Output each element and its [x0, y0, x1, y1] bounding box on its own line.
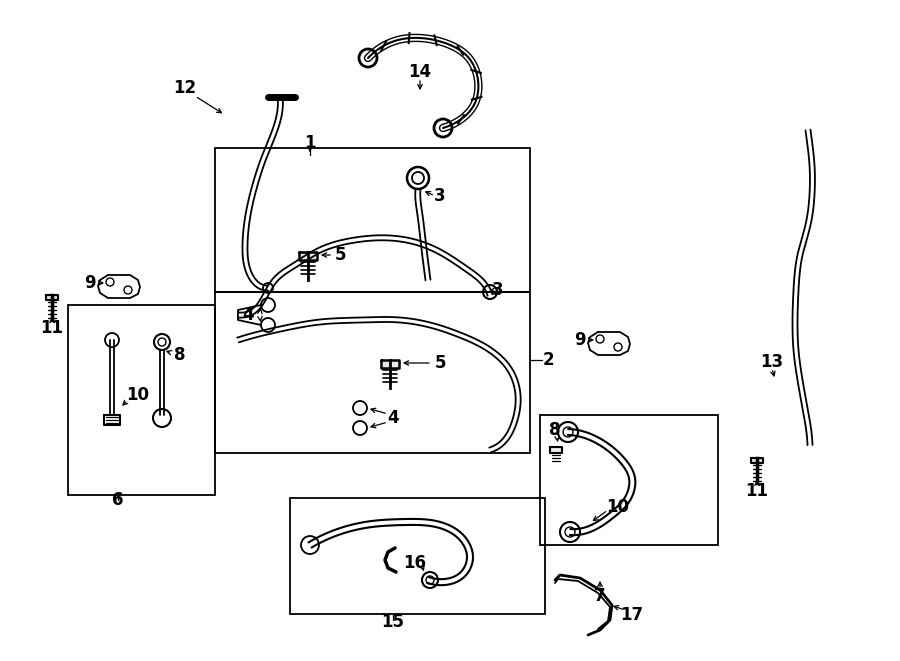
Text: 11: 11	[745, 482, 769, 500]
Text: 11: 11	[40, 319, 64, 337]
Polygon shape	[550, 447, 562, 453]
Text: 14: 14	[409, 63, 432, 81]
Text: 1: 1	[304, 134, 316, 152]
Bar	[215, 292, 530, 453]
Text: 6: 6	[112, 491, 124, 509]
Text: 15: 15	[382, 613, 404, 631]
Text: 8: 8	[549, 421, 561, 439]
Bar	[290, 498, 545, 614]
Text: 8: 8	[175, 346, 185, 364]
Polygon shape	[751, 458, 763, 463]
Bar	[215, 148, 530, 292]
Polygon shape	[299, 252, 317, 260]
Bar	[68, 305, 215, 495]
Text: 5: 5	[434, 354, 446, 372]
Text: 2: 2	[542, 351, 554, 369]
Text: 7: 7	[594, 587, 606, 605]
Polygon shape	[46, 295, 58, 300]
Text: 9: 9	[85, 274, 95, 292]
Text: 16: 16	[403, 554, 427, 572]
Text: 10: 10	[607, 498, 629, 516]
Text: 3: 3	[434, 187, 446, 205]
Text: 10: 10	[127, 386, 149, 404]
Text: 4: 4	[387, 409, 399, 427]
Text: 17: 17	[620, 606, 643, 624]
Text: 5: 5	[334, 246, 346, 264]
Polygon shape	[381, 360, 399, 368]
Text: 4: 4	[242, 306, 254, 324]
Text: 12: 12	[174, 79, 196, 97]
Text: 3: 3	[492, 281, 504, 299]
Bar	[540, 415, 718, 545]
Text: 9: 9	[574, 331, 586, 349]
Text: 13: 13	[760, 353, 784, 371]
